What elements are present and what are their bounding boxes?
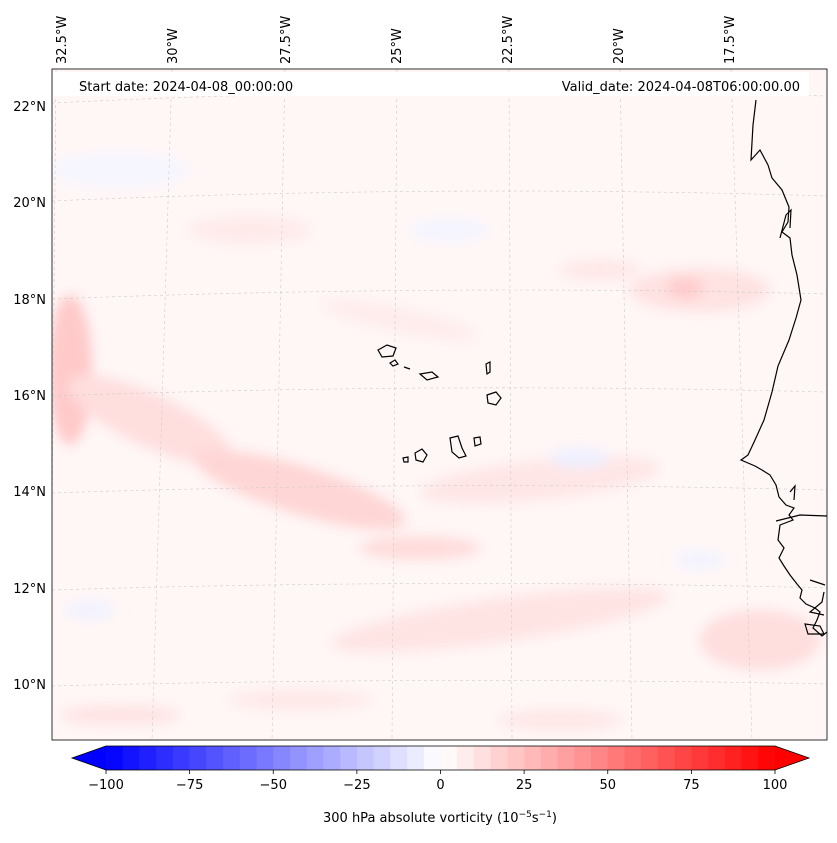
latitude-labels: 22°N 20°N 18°N 16°N 14°N 12°N 10°N	[13, 100, 46, 693]
colorbar-bin	[473, 746, 492, 770]
lon-label: 17.5°W	[723, 16, 738, 64]
colorbar-bin	[239, 746, 258, 770]
colorbar-bin	[223, 746, 241, 770]
colorbar-label: 300 hPa absolute vorticity (10−5s−1)	[323, 810, 557, 826]
colorbar-label-exp1: −5	[519, 810, 532, 820]
colorbar-bin	[674, 746, 692, 770]
colorbar-min-extend	[72, 746, 106, 770]
lon-label: 25°W	[390, 28, 405, 64]
header-background	[53, 72, 809, 96]
coastlines	[739, 99, 827, 637]
colorbar-bin	[540, 746, 559, 770]
colorbar-bin	[741, 746, 759, 770]
colorbar-label-end: )	[552, 811, 557, 826]
colorbar-bin	[641, 746, 659, 770]
colorbar-bin	[122, 746, 141, 770]
lat-label: 16°N	[13, 389, 46, 404]
colorbar-label-exp2: −1	[539, 810, 552, 820]
cape-verde-islands	[377, 344, 502, 463]
colorbar-tick-label: −75	[176, 778, 203, 793]
colorbar-bin	[106, 746, 124, 770]
colorbar-bin	[557, 746, 575, 770]
colorbar-bin	[423, 746, 442, 770]
colorbar-tick-label: 25	[516, 778, 533, 793]
colorbar: −100 −75 −50 −25 0 25 50 75 100	[70, 745, 811, 793]
valid-date-label: Valid_date: 2024-04-08T06:00:00.00	[562, 80, 800, 95]
colorbar-bin	[139, 746, 157, 770]
colorbar-bin	[390, 746, 408, 770]
colorbar-bin	[323, 746, 341, 770]
lon-label: 27.5°W	[279, 16, 294, 64]
lat-label: 18°N	[13, 293, 46, 308]
colorbar-tick-label: 75	[683, 778, 700, 793]
start-date-label: Start date: 2024-04-08_00:00:00	[79, 80, 293, 95]
lat-label: 10°N	[13, 678, 46, 693]
colorbar-tick-label: −50	[260, 778, 287, 793]
colorbar-bin	[657, 746, 676, 770]
colorbar-bin	[273, 746, 291, 770]
colorbar-bin	[758, 746, 776, 770]
colorbar-bin	[306, 746, 325, 770]
colorbar-label-mid: s	[532, 811, 539, 826]
colorbar-bin	[156, 746, 174, 770]
colorbar-bin	[490, 746, 508, 770]
colorbar-bin	[457, 746, 475, 770]
colorbar-max-extend	[775, 746, 809, 770]
lon-label: 32.5°W	[55, 16, 70, 64]
colorbar-bin	[591, 746, 609, 770]
vorticity-field	[52, 69, 827, 740]
lon-label: 20°W	[612, 28, 627, 64]
colorbar-bin	[440, 746, 458, 770]
colorbar-bin	[373, 746, 391, 770]
longitude-labels: 32.5°W 30°W 27.5°W 25°W 22.5°W 20°W 17.5…	[55, 16, 738, 64]
lat-label: 20°N	[13, 196, 46, 211]
colorbar-bin	[574, 746, 592, 770]
colorbar-bin	[206, 746, 224, 770]
colorbar-bin	[256, 746, 274, 770]
colorbar-bin	[189, 746, 207, 770]
colorbar-tick-label: 0	[436, 778, 444, 793]
lon-label: 22.5°W	[501, 16, 516, 64]
colorbar-bin	[691, 746, 709, 770]
colorbar-tick-label: −25	[343, 778, 370, 793]
colorbar-bin	[724, 746, 743, 770]
colorbar-bin	[524, 746, 542, 770]
colorbar-bin	[607, 746, 626, 770]
colorbar-bin	[289, 746, 308, 770]
colorbar-bin	[407, 746, 425, 770]
lat-label: 22°N	[13, 100, 46, 115]
colorbar-bin	[708, 746, 726, 770]
lat-label: 12°N	[13, 582, 46, 597]
colorbar-label-main: 300 hPa absolute vorticity (10	[323, 811, 519, 826]
colorbar-bin	[356, 746, 375, 770]
colorbar-bin	[507, 746, 525, 770]
colorbar-tick-label: 100	[763, 778, 788, 793]
graticule	[52, 69, 827, 740]
colorbar-tick-label: 50	[599, 778, 616, 793]
colorbar-bin	[340, 746, 358, 770]
lon-label: 30°W	[166, 28, 181, 64]
lat-label: 14°N	[13, 485, 46, 500]
map-frame	[51, 68, 828, 741]
colorbar-bin	[172, 746, 191, 770]
colorbar-bin	[624, 746, 642, 770]
colorbar-tick-label: −100	[88, 778, 124, 793]
